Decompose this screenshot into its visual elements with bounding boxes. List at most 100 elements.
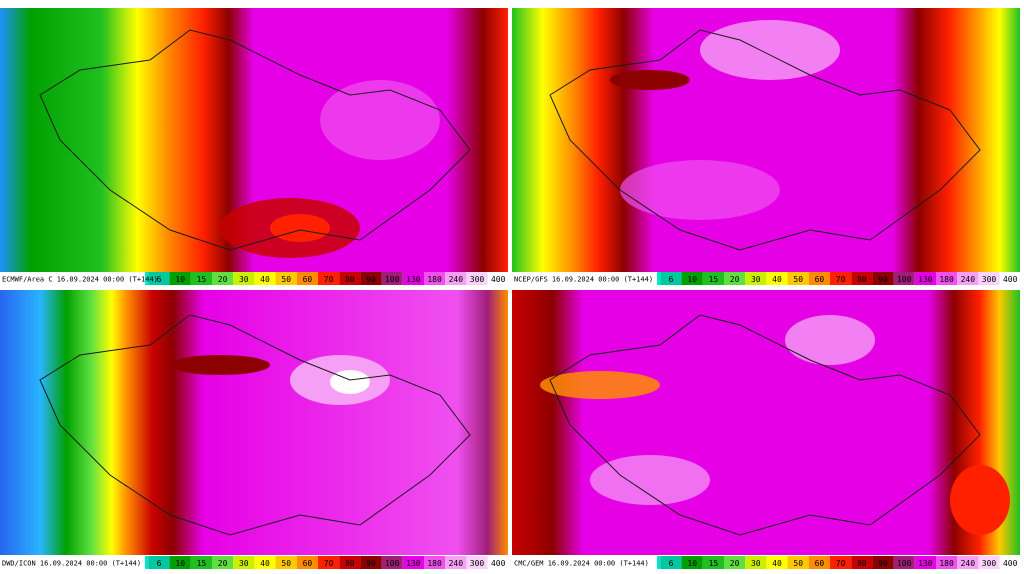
legend-swatch — [466, 272, 488, 285]
panel-label: NCEP/GFS 16.09.2024 00:00 (T+144) — [514, 276, 653, 284]
legend-swatch — [660, 272, 682, 285]
legend-swatch — [360, 272, 382, 285]
legend-swatch — [190, 556, 212, 569]
legend-label: 50 — [793, 275, 803, 284]
legend-label: 180 — [939, 275, 954, 284]
legend-swatch — [787, 272, 809, 285]
legend-swatch — [808, 272, 830, 285]
legend-swatch — [702, 556, 724, 569]
legend-label: 100 — [385, 559, 400, 568]
legend-swatch — [402, 272, 424, 285]
legend-swatch — [830, 272, 852, 285]
legend-label: 50 — [793, 559, 803, 568]
legend-label: 70 — [324, 559, 334, 568]
legend-swatch — [424, 272, 446, 285]
legend-swatch — [978, 556, 1000, 569]
legend-label: 180 — [939, 559, 954, 568]
legend-swatch — [787, 556, 809, 569]
legend-label: 40 — [260, 559, 270, 568]
legend-label: 60 — [815, 275, 825, 284]
legend-label: 300 — [982, 559, 997, 568]
legend-label: 6 — [669, 275, 674, 284]
legend-label: 70 — [324, 275, 334, 284]
legend-label: 40 — [772, 559, 782, 568]
legend-swatch — [999, 556, 1021, 569]
legend-label: 400 — [491, 559, 506, 568]
legend-label: 100 — [385, 275, 400, 284]
legend-swatch — [169, 272, 191, 285]
map-panel — [512, 290, 1020, 555]
legend-label: 15 — [197, 559, 207, 568]
legend-label: 240 — [961, 275, 976, 284]
legend-swatch — [660, 556, 682, 569]
legend-swatch — [275, 272, 297, 285]
legend-swatch — [681, 556, 703, 569]
legend-swatch — [957, 272, 979, 285]
legend-label: 50 — [281, 275, 291, 284]
legend-swatch — [999, 272, 1021, 285]
legend-label: 80 — [857, 559, 867, 568]
legend-swatch — [745, 272, 767, 285]
legends: 6 10 15 20 30 40 50 60 70 80 90 100 130 180 240 300 400 E… — [0, 272, 1021, 569]
legend-label: 15 — [709, 275, 719, 284]
legend-swatch — [914, 272, 936, 285]
legend-label: 6 — [157, 275, 162, 284]
legend-label: 10 — [687, 559, 697, 568]
legend-label: 60 — [303, 275, 313, 284]
map-panel — [0, 8, 508, 272]
legend-label: 40 — [260, 275, 270, 284]
legend-label: 300 — [982, 275, 997, 284]
legend-label: 130 — [406, 275, 421, 284]
legend-label: 130 — [918, 275, 933, 284]
legend-swatch — [872, 556, 894, 569]
legend-label: 90 — [878, 559, 888, 568]
legend-swatch — [487, 556, 509, 569]
legend-label: 6 — [157, 559, 162, 568]
legend-swatch — [702, 272, 724, 285]
legend-label: 300 — [470, 275, 485, 284]
legend-swatch — [445, 272, 467, 285]
legend-swatch — [233, 556, 255, 569]
legend-swatch — [851, 272, 873, 285]
legend-swatch — [745, 556, 767, 569]
legend-label: 130 — [918, 559, 933, 568]
legend-swatch — [936, 556, 958, 569]
legend-swatch — [212, 556, 234, 569]
legend-swatch — [296, 272, 318, 285]
legend-label: 50 — [281, 559, 291, 568]
legend-swatch — [381, 556, 403, 569]
legend-label: 100 — [897, 275, 912, 284]
legend-swatch — [893, 272, 915, 285]
legend-swatch — [169, 556, 191, 569]
legend-label: 60 — [303, 559, 313, 568]
legend-label: 30 — [751, 275, 761, 284]
legend-label: 15 — [197, 275, 207, 284]
legend-swatch — [339, 556, 361, 569]
legend-label: 20 — [218, 559, 228, 568]
legend-label: 400 — [1003, 275, 1018, 284]
legend-label: 180 — [427, 559, 442, 568]
legend-label: 80 — [345, 559, 355, 568]
legend-swatch — [808, 556, 830, 569]
legend-swatch — [466, 556, 488, 569]
legend-swatch — [957, 556, 979, 569]
legend-label: 70 — [836, 275, 846, 284]
legend-swatch — [766, 272, 788, 285]
legend-swatch — [851, 556, 873, 569]
legend-label: 20 — [730, 275, 740, 284]
panel-label: DWD/ICON 16.09.2024 00:00 (T+144) — [2, 560, 141, 568]
legend-swatch — [445, 556, 467, 569]
legend-label: 10 — [687, 275, 697, 284]
legend-swatch — [212, 272, 234, 285]
legend-label: 20 — [730, 559, 740, 568]
legend-swatch — [978, 272, 1000, 285]
legend-label: 80 — [857, 275, 867, 284]
legend-label: 130 — [406, 559, 421, 568]
legend-swatch — [402, 556, 424, 569]
panel-label-bg — [0, 272, 145, 285]
legend-label: 30 — [239, 275, 249, 284]
legend-swatch — [936, 272, 958, 285]
legend-label: 30 — [751, 559, 761, 568]
legend-swatch — [254, 556, 276, 569]
